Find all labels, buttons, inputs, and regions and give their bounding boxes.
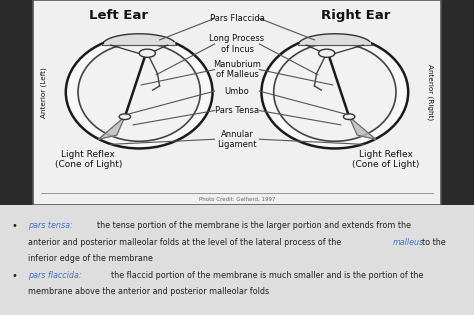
Text: pars tensa:: pars tensa: bbox=[28, 221, 73, 230]
Text: •: • bbox=[12, 271, 18, 281]
Text: inferior edge of the membrane: inferior edge of the membrane bbox=[28, 255, 153, 263]
Text: Annular
Ligament: Annular Ligament bbox=[217, 129, 257, 149]
Ellipse shape bbox=[66, 36, 212, 148]
Text: Right Ear: Right Ear bbox=[320, 9, 390, 22]
Text: •: • bbox=[12, 221, 18, 231]
Circle shape bbox=[319, 49, 335, 57]
Ellipse shape bbox=[78, 43, 201, 141]
Ellipse shape bbox=[262, 36, 408, 148]
Text: pars flaccida:: pars flaccida: bbox=[28, 271, 82, 280]
Text: membrane above the anterior and posterior malleolar folds: membrane above the anterior and posterio… bbox=[28, 287, 270, 296]
Text: Long Process
of Incus: Long Process of Incus bbox=[210, 34, 264, 54]
Circle shape bbox=[119, 114, 131, 120]
Circle shape bbox=[139, 49, 155, 57]
Text: Left Ear: Left Ear bbox=[89, 9, 148, 22]
Circle shape bbox=[343, 114, 355, 120]
Polygon shape bbox=[99, 117, 125, 139]
Text: Pars Tensa: Pars Tensa bbox=[215, 106, 259, 115]
Text: Light Reflex
(Cone of Light): Light Reflex (Cone of Light) bbox=[352, 150, 419, 169]
Text: anterior and posterior malleolar folds at the level of the lateral process of th: anterior and posterior malleolar folds a… bbox=[28, 238, 344, 247]
Text: Umbo: Umbo bbox=[225, 87, 249, 96]
Text: Manubrium
of Malleus: Manubrium of Malleus bbox=[213, 60, 261, 79]
Polygon shape bbox=[349, 117, 375, 139]
Text: the flaccid portion of the membrane is much smaller and is the portion of the: the flaccid portion of the membrane is m… bbox=[111, 271, 424, 280]
Text: Anterior (Left): Anterior (Left) bbox=[40, 67, 46, 117]
Ellipse shape bbox=[273, 43, 396, 141]
Text: Light Reflex
(Cone of Light): Light Reflex (Cone of Light) bbox=[55, 150, 122, 169]
Text: Photo Credit: Gelfand, 1997: Photo Credit: Gelfand, 1997 bbox=[199, 197, 275, 202]
Text: the tense portion of the membrane is the larger portion and extends from the: the tense portion of the membrane is the… bbox=[97, 221, 411, 230]
Text: to the: to the bbox=[422, 238, 446, 247]
Text: malleus: malleus bbox=[392, 238, 424, 247]
Text: Pars Flaccida: Pars Flaccida bbox=[210, 14, 264, 23]
Text: Anterior (Right): Anterior (Right) bbox=[428, 64, 434, 120]
